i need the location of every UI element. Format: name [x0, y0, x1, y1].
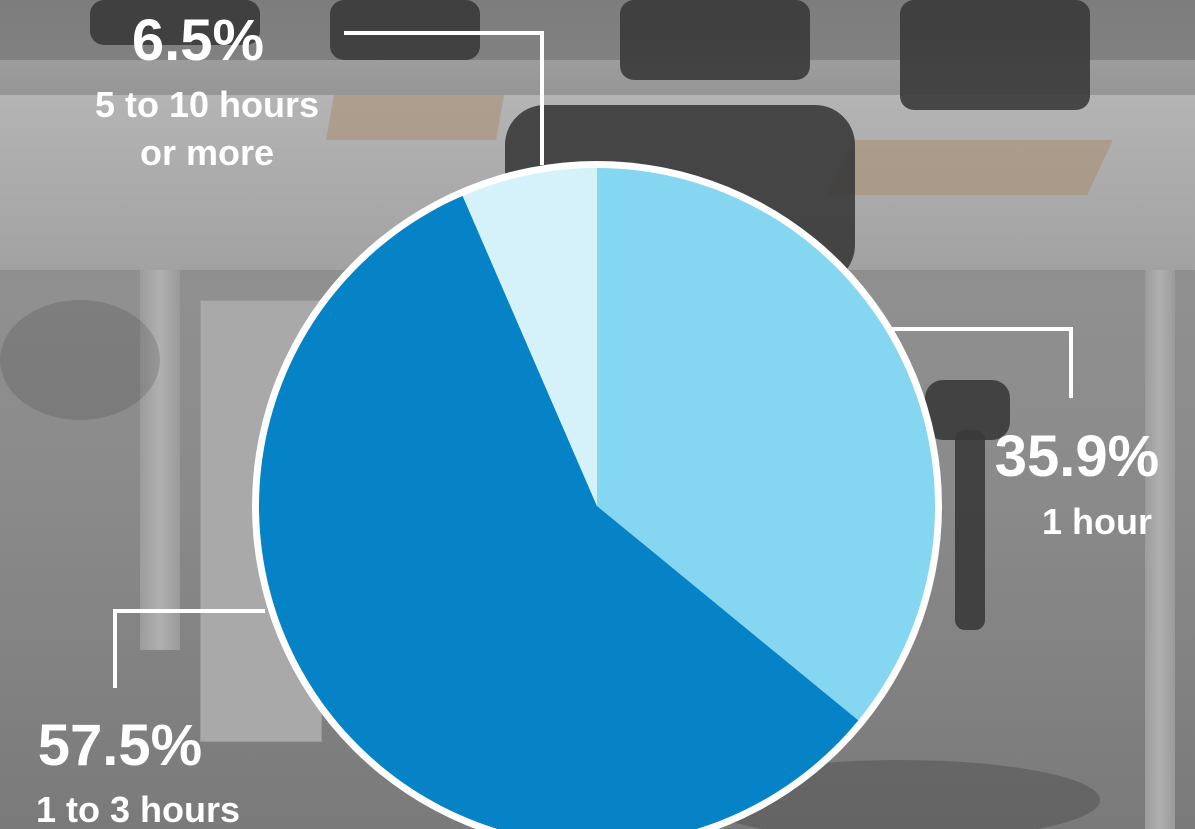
leader-line-1-hour: [890, 327, 1073, 398]
chair-back-top-right-2: [900, 0, 1090, 110]
slice-label-category-5-to-10-hours-line2: or more: [140, 132, 274, 173]
chair-post: [955, 430, 985, 630]
pie-slices: [252, 161, 942, 829]
desk-leg-left: [140, 270, 180, 650]
slice-label-category-5-to-10-hours-line1: 5 to 10 hours: [95, 84, 319, 125]
desk-leg-right: [1145, 270, 1175, 829]
leader-line-1-to-3-hours: [113, 609, 265, 688]
slice-label-category-1-hour: 1 hour: [1042, 501, 1152, 542]
chair-back-top-left: [90, 0, 260, 45]
leader-line-5-to-10-hours: [344, 31, 544, 165]
pie-slice-5-to-10-hours: [462, 168, 597, 506]
slice-label-percent-1-hour: 35.9%: [995, 424, 1159, 489]
chair-back-top-mid: [330, 0, 480, 60]
pie-slice-1-hour: [597, 167, 936, 721]
slice-label-percent-1-to-3-hours: 57.5%: [38, 713, 202, 778]
chair-back-top-right-1: [620, 0, 810, 80]
leader-lines: [113, 31, 1073, 688]
pie-slice-1-to-3-hours: [259, 195, 859, 829]
slice-labels: 35.9% 1 hour 57.5% 1 to 3 hours 6.5% 5 t…: [36, 8, 1159, 829]
slice-label-category-1-to-3-hours: 1 to 3 hours: [36, 789, 240, 829]
floor-shadow-left: [0, 300, 160, 420]
slice-label-percent-5-to-10-hours: 6.5%: [132, 8, 264, 73]
